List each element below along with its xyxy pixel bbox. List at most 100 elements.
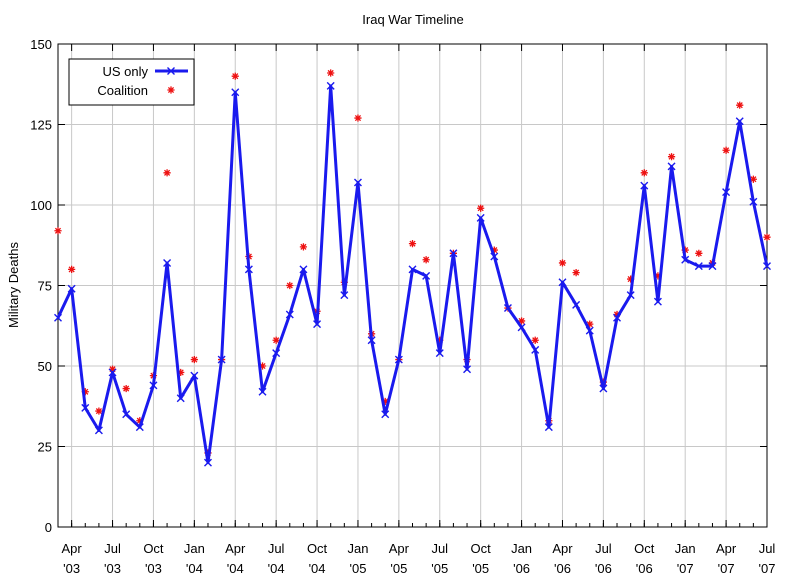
x-tick-label-year: '05 [390, 561, 407, 576]
y-axis-title: Military Deaths [6, 242, 21, 328]
x-tick-label-year: '05 [431, 561, 448, 576]
us-only-point [626, 291, 635, 300]
x-tick-label-month: Jul [595, 541, 612, 556]
coalition-point [286, 281, 294, 290]
legend-label-coalition: Coalition [97, 83, 148, 98]
coalition-point [177, 368, 185, 377]
legend-marker-coalition [167, 86, 175, 94]
x-tick-label-month: Oct [143, 541, 164, 556]
legend-marker-us [167, 67, 175, 75]
coalition-point [354, 114, 362, 122]
us-only-point [667, 162, 676, 171]
x-tick-label-month: Apr [225, 541, 246, 556]
coalition-point [272, 336, 280, 344]
us-only-point [94, 426, 103, 435]
us-only-point [735, 117, 744, 126]
us-only-point [163, 258, 172, 267]
coalition-point [586, 320, 594, 328]
x-tick-label-month: Jan [347, 541, 368, 556]
coalition-point [558, 259, 567, 267]
us-only-point [108, 368, 117, 377]
us-only-point [531, 345, 540, 354]
x-tick-label-year: '03 [104, 561, 121, 576]
us-only-point [476, 213, 485, 222]
us-only-point [367, 336, 376, 345]
x-tick-label-month: Jul [268, 541, 285, 556]
legend-box [68, 58, 195, 106]
x-tick-label-year: '03 [145, 561, 162, 576]
x-tick-label-year: '06 [513, 561, 530, 576]
coalition-point [477, 204, 485, 212]
x-tick-label-year: '07 [718, 561, 735, 576]
coalition-point [517, 317, 526, 325]
x-tick-label-month: Jan [184, 541, 205, 556]
us-only-point [285, 310, 294, 319]
coalition-point [163, 169, 171, 177]
us-only-point [394, 355, 403, 364]
us-only-point [572, 300, 581, 309]
legend-swatch-us [155, 67, 188, 75]
us-only-point [640, 181, 649, 190]
us-only-point [435, 349, 444, 358]
coalition-point [108, 365, 117, 373]
x-tick-label-month: Jul [104, 541, 121, 556]
x-tick-label-year: '04 [309, 561, 326, 576]
us-only-point [544, 423, 553, 432]
x-tick-label-year: '06 [636, 561, 653, 576]
y-tick-label: 150 [30, 37, 52, 52]
coalition-point [54, 227, 62, 235]
us-only-point [422, 271, 431, 280]
coalition-point [763, 233, 771, 241]
us-only-point [694, 262, 703, 271]
coalition-point [736, 101, 744, 109]
y-tick-label: 25 [38, 440, 52, 455]
us-only-point [503, 304, 512, 313]
x-tick-label-month: Jan [675, 541, 696, 556]
coalition-point [231, 72, 239, 80]
us-only-point [653, 297, 662, 306]
legend: US only Coalition [68, 58, 195, 106]
x-tick-label-year: '04 [268, 561, 285, 576]
coalition-point [722, 146, 730, 154]
us-only-point [722, 188, 731, 197]
coalition-point [327, 69, 335, 77]
coalition-point [654, 272, 662, 280]
x-tick-label-month: Jul [759, 541, 776, 556]
us-only-point [326, 81, 335, 90]
us-only-point [490, 252, 499, 261]
us-only-point [272, 349, 281, 358]
us-only-point [203, 458, 212, 467]
legend-label-us: US only [102, 64, 148, 79]
us-only-point [749, 197, 758, 206]
coalition-point [640, 169, 648, 177]
series [54, 69, 771, 467]
x-tick-label-month: Oct [307, 541, 328, 556]
us-only-point [135, 423, 144, 432]
us-only-point [122, 410, 131, 419]
us-only-point [149, 381, 158, 390]
x-tick-label-year: '05 [349, 561, 366, 576]
y-tick-label: 125 [30, 118, 52, 133]
coalition-point [613, 310, 621, 319]
us-only-point [558, 278, 567, 287]
x-tick-label-year: '04 [186, 561, 203, 576]
coalition-point [422, 256, 430, 264]
us-only-point [613, 313, 622, 322]
coalition-point [408, 240, 417, 248]
x-tick-label-month: Oct [634, 541, 655, 556]
us-only-point [217, 355, 226, 364]
us-only-point [231, 88, 240, 97]
x-tick-label-year: '03 [63, 561, 80, 576]
us-only-point [585, 326, 594, 335]
us-only-point [708, 262, 717, 271]
coalition-point [695, 249, 703, 257]
y-tick-label: 50 [38, 359, 52, 374]
coalition-point [299, 243, 308, 251]
x-tick-label-month: Apr [552, 541, 573, 556]
us-only-point [353, 178, 362, 187]
x-tick-label-year: '04 [227, 561, 244, 576]
coalition-point [136, 417, 144, 425]
us-only-line [56, 84, 769, 465]
